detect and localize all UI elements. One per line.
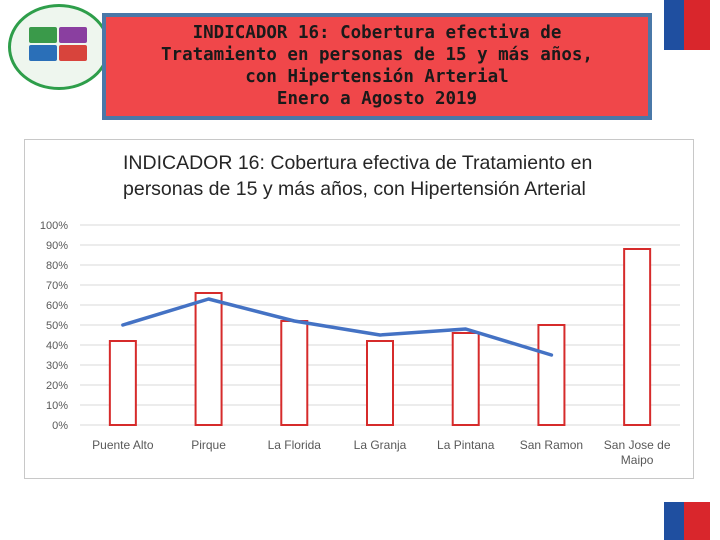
slide-title: INDICADOR 16: Cobertura efectiva de Trat… <box>102 13 652 120</box>
chart-title-line: personas de 15 y más años, con Hipertens… <box>123 178 586 200</box>
chart-title-line: INDICADOR 16: Cobertura efectiva de Trat… <box>123 152 593 174</box>
slide-title-line: con Hipertensión Arterial <box>245 67 509 87</box>
chart-title: INDICADOR 16: Cobertura efectiva de Trat… <box>123 150 643 202</box>
x-tick-label: Pirque <box>191 438 226 452</box>
bar <box>623 248 652 426</box>
bar <box>451 332 480 426</box>
y-tick-label: 0% <box>52 420 68 432</box>
y-tick-label: 100% <box>40 220 68 232</box>
slide-title-line: INDICADOR 16: Cobertura efectiva de <box>192 23 562 43</box>
x-tick-label: San Jose de Maipo <box>604 438 671 467</box>
health-service-logo-icon <box>8 4 110 90</box>
y-tick-label: 20% <box>46 380 68 392</box>
slide-title-line: Enero a Agosto 2019 <box>276 89 478 109</box>
x-tick-label: San Ramon <box>520 438 583 452</box>
chile-flag-stripe-icon <box>664 0 710 50</box>
slide-title-line: Tratamiento en personas de 15 y más años… <box>161 45 593 65</box>
series-line <box>121 297 554 357</box>
x-tick-label: La Granja <box>354 438 407 452</box>
y-tick-label: 30% <box>46 360 68 372</box>
y-tick-label: 40% <box>46 340 68 352</box>
bar <box>194 292 223 426</box>
chile-flag-stripe-icon <box>664 502 710 540</box>
bar <box>108 340 137 426</box>
x-tick-label: La Pintana <box>437 438 495 452</box>
bar <box>537 324 566 426</box>
y-tick-label: 10% <box>46 400 68 412</box>
bar <box>280 320 309 426</box>
y-tick-label: 80% <box>46 260 68 272</box>
x-tick-label: Puente Alto <box>92 438 154 452</box>
y-tick-label: 60% <box>46 300 68 312</box>
y-tick-label: 90% <box>46 240 68 252</box>
logo-emblem <box>29 27 89 63</box>
bar <box>366 340 394 426</box>
x-tick-label: La Florida <box>268 438 322 452</box>
y-tick-label: 50% <box>46 320 68 332</box>
y-tick-label: 70% <box>46 280 68 292</box>
